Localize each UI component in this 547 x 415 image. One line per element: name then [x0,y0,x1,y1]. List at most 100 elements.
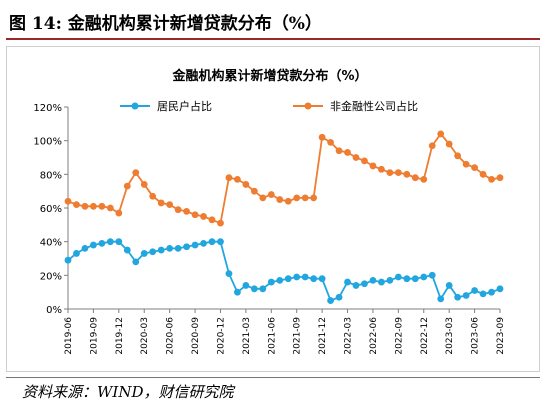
point-s1-22 [250,187,258,195]
point-s0-3 [90,241,97,249]
source-note: 资料来源：WIND，财信研究院 [22,383,234,401]
point-s0-5 [106,238,114,246]
point-s0-39 [394,273,402,281]
point-s1-29 [310,194,318,202]
point-s0-41 [411,275,419,283]
point-s0-38 [386,276,394,284]
point-s1-43 [428,142,436,150]
point-s1-20 [234,175,241,183]
point-s1-0 [64,197,72,205]
x-tick-label-17: 2023-09 [496,317,506,355]
legend-label-0: 居民户占比 [157,99,212,113]
point-s1-2 [81,202,89,210]
point-s0-42 [420,273,428,281]
point-s1-39 [394,169,402,177]
series-line-0 [67,240,501,302]
figure-label: 图 14: [9,14,62,34]
point-s1-21 [242,181,250,188]
x-tick-label-2: 2019-12 [115,317,125,355]
point-s1-28 [301,194,309,202]
point-s1-46 [454,152,462,160]
point-s1-42 [420,175,428,183]
point-s0-14 [183,243,190,251]
point-s0-1 [73,250,80,257]
y-tick-label-3: 60% [40,204,62,215]
x-tick-label-7: 2021-03 [242,317,252,355]
point-s0-8 [132,258,140,266]
point-s1-19 [225,174,233,182]
point-s0-21 [242,282,250,289]
figure-title-text: 金融机构累计新增贷款分布（%） [67,14,322,34]
point-s1-30 [318,133,326,141]
point-s1-1 [73,201,80,209]
point-s1-32 [335,147,343,155]
point-s0-13 [174,245,182,252]
point-s1-26 [284,197,292,205]
point-s1-24 [267,191,275,198]
point-s0-18 [217,238,224,246]
point-s0-29 [310,275,318,283]
point-s0-40 [403,275,411,283]
y-tick-label-2: 40% [40,238,62,249]
point-s1-13 [174,206,182,214]
x-tick-label-14: 2022-12 [420,317,430,355]
point-s0-43 [428,271,436,279]
x-tick-label-10: 2021-12 [318,317,328,355]
x-tick-label-0: 2019-06 [64,317,74,355]
point-s0-37 [378,278,385,286]
figure-title: 图 14: 金融机构累计新增贷款分布（%） [9,9,322,34]
point-s1-37 [378,165,385,173]
legend-marker-1 [304,102,312,110]
x-tick-label-6: 2020-12 [216,317,226,355]
point-s1-4 [98,202,106,210]
point-s1-49 [479,170,487,178]
point-s1-34 [352,154,360,161]
point-s0-49 [479,290,487,298]
point-s0-11 [157,246,165,254]
chart-title: 金融机构累计新增贷款分布（%） [171,68,367,84]
x-tick-label-9: 2021-09 [293,317,303,355]
point-s0-26 [284,275,292,283]
point-s1-40 [403,170,411,178]
point-s0-51 [496,285,504,293]
x-tick-label-11: 2022-03 [344,317,354,355]
point-s1-15 [191,211,199,219]
point-s1-33 [344,149,351,156]
point-s1-48 [471,164,478,172]
legend-label-1: 非金融性公司占比 [330,99,418,113]
x-tick-label-15: 2023-03 [445,317,455,355]
point-s0-6 [115,238,123,246]
point-s1-35 [361,157,368,165]
point-s1-38 [386,169,394,177]
x-tick-label-5: 2020-09 [191,317,201,355]
x-tick-label-16: 2023-06 [471,317,481,355]
point-s0-4 [98,239,106,247]
point-s0-20 [234,288,241,296]
point-s1-11 [157,199,165,207]
point-s1-10 [149,192,157,200]
point-s1-50 [488,175,495,183]
point-s0-2 [81,245,89,252]
point-s0-22 [250,285,258,293]
point-s0-10 [149,248,157,256]
point-s1-3 [90,202,97,210]
point-s0-9 [140,250,148,257]
y-tick-label-6: 120% [33,103,62,114]
point-s1-6 [115,209,123,217]
point-s0-44 [437,295,445,303]
point-s1-8 [132,169,140,177]
point-s0-46 [454,293,462,301]
y-tick-label-5: 100% [33,137,62,148]
y-tick-label-0: 0% [46,305,62,316]
x-tick-label-8: 2021-06 [267,317,277,355]
x-tick-label-13: 2022-09 [394,317,404,355]
x-tick-label-3: 2020-03 [140,317,150,355]
point-s0-33 [344,278,351,286]
point-s0-30 [318,275,326,283]
legend-marker-0 [131,102,139,110]
point-s0-50 [488,288,495,296]
point-s0-47 [462,292,470,299]
x-tick-label-12: 2022-06 [369,317,379,355]
point-s1-44 [437,130,445,138]
point-s1-41 [411,174,419,182]
